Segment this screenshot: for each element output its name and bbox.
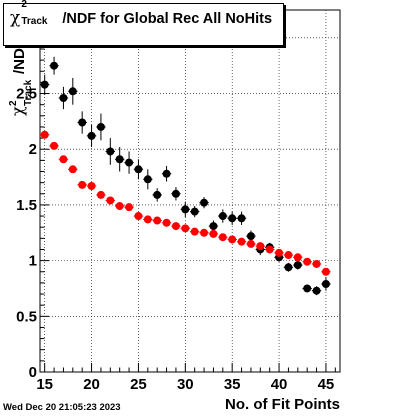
- y-label-rest: /NDF: [11, 39, 28, 74]
- data-point: [68, 165, 77, 174]
- data-point: [303, 284, 312, 293]
- data-point: [209, 222, 218, 231]
- x-tick-label: 25: [130, 376, 147, 393]
- chart-title: χ 2 Track/NDF for Global Rec All NoHits: [10, 0, 273, 28]
- data-point: [153, 190, 162, 199]
- data-point: [200, 228, 209, 237]
- data-point: [190, 227, 199, 236]
- data-point: [115, 155, 124, 164]
- data-point: [96, 122, 105, 131]
- data-point: [134, 165, 143, 174]
- data-point: [228, 235, 237, 244]
- y-tick-label: 2: [29, 141, 37, 158]
- plot-frame: [39, 9, 341, 373]
- series-0: [39, 56, 331, 296]
- data-point: [134, 212, 143, 221]
- data-point: [218, 233, 227, 242]
- data-point: [153, 216, 162, 225]
- data-point: [246, 239, 255, 248]
- data-point: [228, 214, 237, 223]
- data-point: [284, 251, 293, 260]
- title-rest: /NDF for Global Rec All NoHits: [62, 11, 273, 27]
- data-point: [59, 93, 68, 102]
- y-tick-label: 2.5: [16, 86, 37, 103]
- y-label-symbol: χ: [8, 106, 27, 116]
- data-point: [303, 257, 312, 266]
- title-box: χ 2 Track/NDF for Global Rec All NoHits: [3, 0, 284, 46]
- y-label-superscript: 2: [8, 100, 19, 106]
- data-point: [321, 267, 330, 276]
- data-point: [115, 202, 124, 211]
- data-point: [106, 196, 115, 205]
- data-point: [162, 169, 171, 178]
- data-point: [171, 222, 180, 231]
- data-point: [162, 218, 171, 227]
- x-tick-label: 15: [36, 376, 53, 393]
- data-point: [106, 147, 115, 156]
- data-point: [312, 259, 321, 268]
- data-point: [312, 286, 321, 295]
- data-point: [284, 263, 293, 272]
- x-tick-label: 35: [224, 376, 241, 393]
- data-point: [200, 198, 209, 207]
- timestamp: Wed Dec 20 21:05:23 2023: [3, 402, 121, 413]
- x-tick-label: 45: [318, 376, 335, 393]
- data-point: [125, 203, 134, 212]
- title-subscript: Track: [21, 16, 48, 27]
- y-tick-label: 1.5: [16, 197, 37, 214]
- data-point: [237, 214, 246, 223]
- data-point: [209, 229, 218, 238]
- data-point: [218, 212, 227, 221]
- data-point: [246, 232, 255, 241]
- x-tick-label: 40: [271, 376, 288, 393]
- data-point: [171, 189, 180, 198]
- data-point: [293, 261, 302, 270]
- data-point: [68, 87, 77, 96]
- data-point: [237, 237, 246, 246]
- data-point: [293, 253, 302, 262]
- data-point: [78, 118, 87, 127]
- title-superscript: 2: [21, 0, 27, 10]
- y-tick-label: 0: [29, 364, 37, 381]
- x-axis-label: No. of Fit Points: [225, 396, 340, 413]
- y-axis-label: χ2 Track/NDF: [8, 39, 34, 116]
- data-point: [50, 141, 59, 150]
- data-point: [59, 155, 68, 164]
- y-label-subscript: Track: [23, 79, 34, 106]
- data-point: [190, 207, 199, 216]
- data-point: [265, 245, 274, 254]
- data-point: [143, 175, 152, 184]
- x-tick-label: 30: [177, 376, 194, 393]
- data-point: [50, 61, 59, 70]
- data-point: [40, 130, 49, 139]
- data-point: [181, 224, 190, 233]
- data-point: [256, 242, 265, 251]
- data-point: [96, 190, 105, 199]
- title-symbol: χ: [10, 8, 21, 28]
- data-point: [143, 215, 152, 224]
- data-point: [40, 80, 49, 89]
- data-point: [87, 181, 96, 190]
- data-point: [181, 205, 190, 214]
- data-point: [78, 180, 87, 189]
- data-point: [275, 248, 284, 257]
- data-point: [321, 280, 330, 289]
- y-tick-label: 1: [29, 253, 37, 270]
- data-point: [87, 131, 96, 140]
- y-tick-label: 0.5: [16, 308, 37, 325]
- series-1: [39, 130, 331, 276]
- x-tick-label: 20: [83, 376, 100, 393]
- data-point: [125, 158, 134, 167]
